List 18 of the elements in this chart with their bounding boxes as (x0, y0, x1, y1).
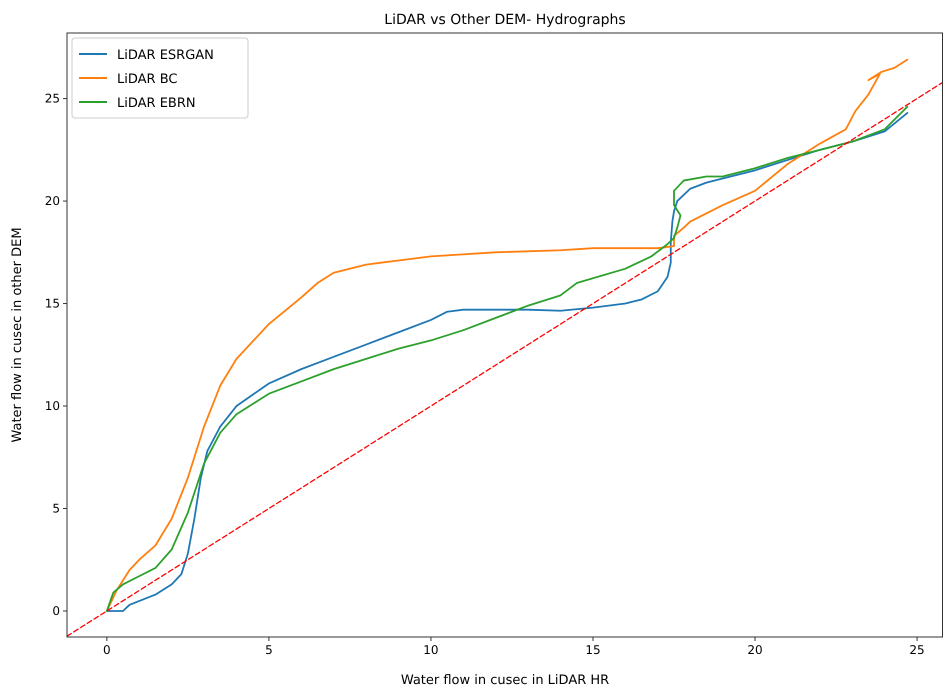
x-tick-label: 15 (585, 643, 601, 657)
x-tick-label: 0 (103, 643, 111, 657)
y-axis-title: Water flow in cusec in other DEM (10, 227, 25, 443)
legend-label: LiDAR ESRGAN (117, 48, 214, 63)
legend-label: LiDAR EBRN (117, 96, 196, 111)
legend-label: LiDAR BC (117, 72, 178, 87)
y-tick-label: 10 (44, 399, 60, 414)
x-axis-title: Water flow in cusec in LiDAR HR (400, 673, 610, 688)
y-tick-label: 0 (52, 604, 60, 618)
y-tick-label: 25 (44, 92, 60, 106)
chart-title: LiDAR vs Other DEM- Hydrographs (384, 12, 626, 28)
x-tick-label: 20 (747, 643, 763, 657)
x-tick-label: 25 (909, 643, 925, 657)
x-tick-label: 10 (423, 643, 439, 657)
y-tick-label: 15 (44, 296, 60, 311)
x-tick-label: 5 (265, 643, 273, 657)
y-tick-label: 20 (44, 194, 60, 208)
y-tick-label: 5 (52, 501, 60, 516)
